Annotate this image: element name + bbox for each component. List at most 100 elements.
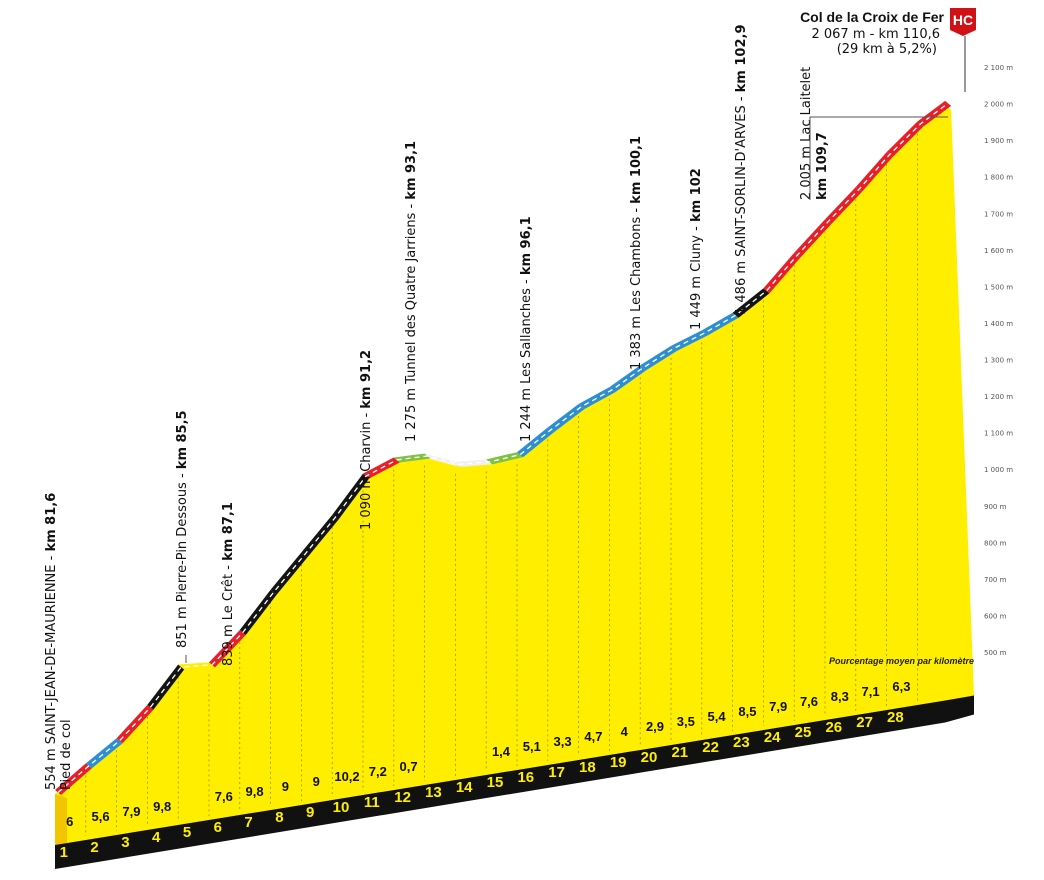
percent-label: 4	[621, 724, 629, 739]
waypoint-label: 1 275 m Tunnel des Quatre Jarriens - km …	[404, 141, 419, 442]
percent-label: 4,7	[584, 729, 602, 744]
waypoint-sub: Pied de col	[59, 719, 74, 790]
profile-fill	[55, 104, 974, 846]
y-tick-label: 2 100 m	[984, 64, 1013, 72]
km-label: 12	[394, 789, 411, 806]
waypoint-km: km 102,9	[734, 25, 749, 93]
waypoint-label: 839 m Le Crêt - km 87,1	[221, 502, 236, 666]
waypoint-name: 1 486 m SAINT-SORLIN-D'ARVES - km 102,9	[734, 25, 749, 316]
hc-category-label: HC	[953, 12, 973, 28]
waypoint-name: 1 449 m Cluny - km 102	[689, 168, 704, 330]
y-tick-label: 600 m	[984, 612, 1007, 620]
percent-label: 3,3	[554, 734, 572, 749]
waypoint-label: 1 383 m Les Chambons - km 100,1	[629, 136, 644, 370]
km-label: 20	[641, 749, 658, 766]
profile-side-face	[55, 794, 67, 845]
percent-label: 6,3	[892, 679, 910, 694]
km-label: 28	[887, 709, 904, 726]
percent-label: 7,6	[800, 694, 818, 709]
km-label: 3	[121, 834, 129, 851]
y-tick-label: 1 100 m	[984, 430, 1013, 438]
slope-segment	[455, 459, 493, 467]
km-label: 24	[764, 729, 781, 746]
summit-label: Col de la Croix de Fer 2 067 m - km 110,…	[800, 8, 976, 92]
legend-text: Pourcentage moyen par kilomètre	[829, 656, 974, 666]
km-label: 23	[733, 734, 750, 751]
waypoint-name: 839 m Le Crêt - km 87,1	[221, 502, 236, 666]
y-tick-label: 1 300 m	[984, 357, 1013, 365]
km-label: 22	[702, 739, 719, 756]
road-centre-line	[57, 102, 949, 793]
km-label: 6	[214, 819, 222, 836]
km-label: 1	[60, 844, 68, 861]
km-label: 9	[306, 804, 314, 821]
waypoint-name-text: 2 005 m Lac Laitelet	[799, 67, 814, 200]
percent-label: 9	[282, 779, 289, 794]
percent-label: 9,8	[246, 784, 264, 799]
hc-category-badge	[950, 8, 976, 36]
waypoint-name: 851 m Pierre-Pin Dessous - km 85,5	[175, 410, 190, 648]
slope-segment	[393, 453, 431, 463]
y-tick-label: 900 m	[984, 503, 1007, 511]
km-label: 15	[487, 774, 504, 791]
waypoint-name: 1 275 m Tunnel des Quatre Jarriens - km …	[404, 141, 419, 442]
km-label: 16	[517, 769, 534, 786]
waypoint-labels: 554 m SAINT-JEAN-DE-MAURIENNE - km 81,6P…	[44, 25, 948, 790]
waypoint-label: 1 486 m SAINT-SORLIN-D'ARVES - km 102,9	[734, 25, 749, 316]
waypoint-label: 554 m SAINT-JEAN-DE-MAURIENNE - km 81,6P…	[44, 493, 74, 790]
waypoint-km: km 96,1	[519, 216, 534, 275]
waypoint-km: km 102	[689, 168, 704, 222]
km-label: 8	[275, 809, 283, 826]
waypoint-leader-line	[809, 116, 948, 200]
y-tick-label: 1 400 m	[984, 320, 1013, 328]
percent-label: 5,1	[523, 739, 541, 754]
waypoint-km: km 93,1	[404, 141, 419, 200]
waypoint-name-text: 839 m Le Crêt -	[221, 561, 236, 666]
slope-band	[55, 100, 952, 795]
percent-label: 9	[313, 774, 320, 789]
waypoint-name-text: 1 486 m SAINT-SORLIN-D'ARVES -	[734, 92, 749, 315]
y-tick-label: 1 600 m	[984, 247, 1013, 255]
waypoint-name: 554 m SAINT-JEAN-DE-MAURIENNE - km 81,6	[44, 493, 59, 790]
waypoint-label: 1 244 m Les Sallanches - km 96,1	[519, 216, 534, 442]
km-strip-background	[55, 695, 974, 869]
waypoint-label: 1 449 m Cluny - km 102	[689, 168, 704, 330]
km-label: 13	[425, 784, 442, 801]
waypoint-label: 851 m Pierre-Pin Dessous - km 85,5	[175, 410, 190, 648]
km-label: 7	[244, 814, 252, 831]
y-tick-label: 1 700 m	[984, 210, 1013, 218]
km-label: 2	[90, 839, 98, 856]
y-tick-label: 800 m	[984, 539, 1007, 547]
y-tick-label: 1 000 m	[984, 466, 1013, 474]
percent-label: 9,8	[153, 799, 171, 814]
percent-label: 2,9	[646, 719, 664, 734]
waypoint-label: 2 005 m Lac Laitelet km 109,7	[799, 67, 830, 200]
waypoint-name-text: 554 m SAINT-JEAN-DE-MAURIENNE -	[44, 552, 59, 790]
km-label: 27	[856, 714, 873, 731]
waypoint-name-text: 851 m Pierre-Pin Dessous -	[175, 469, 190, 648]
y-tick-label: 1 500 m	[984, 283, 1013, 291]
waypoint-name-text: 1 449 m Cluny -	[689, 222, 704, 330]
summit-name: Col de la Croix de Fer	[800, 9, 944, 25]
waypoint-name: 2 005 m Lac Laitelet	[799, 67, 814, 200]
waypoint-km: km 87,1	[221, 502, 236, 561]
y-tick-label: 2 000 m	[984, 101, 1013, 109]
km-base-strip: 1 2 3 4 5 6 7 8 9 10 11 12 13 14 15 16 17 18 19 20 21 22 23 24 2…	[55, 679, 974, 869]
percent-label: 1,4	[492, 744, 511, 759]
summit-climb-summary: (29 km à 5,2%)	[837, 42, 937, 57]
km-label: 19	[610, 754, 627, 771]
km-label: 5	[183, 824, 191, 841]
km-label: 11	[364, 794, 380, 811]
km-label: 26	[825, 719, 842, 736]
waypoint-km: km 91,2	[359, 350, 374, 409]
y-axis: 500 m 600 m 700 m 800 m 900 m 1 000 m 1 100 m 1…	[984, 64, 1013, 657]
y-tick-label: 1 900 m	[984, 137, 1013, 145]
percent-label: 5,4	[708, 709, 727, 724]
percent-label: 7,9	[769, 699, 787, 714]
km-label: 17	[548, 764, 565, 781]
waypoint-name: 1 090 m Charvin - km 91,2	[359, 350, 374, 530]
waypoint-name: 1 244 m Les Sallanches - km 96,1	[519, 216, 534, 442]
waypoint-name-text: 1 244 m Les Sallanches -	[519, 275, 534, 442]
y-tick-label: 1 800 m	[984, 174, 1013, 182]
